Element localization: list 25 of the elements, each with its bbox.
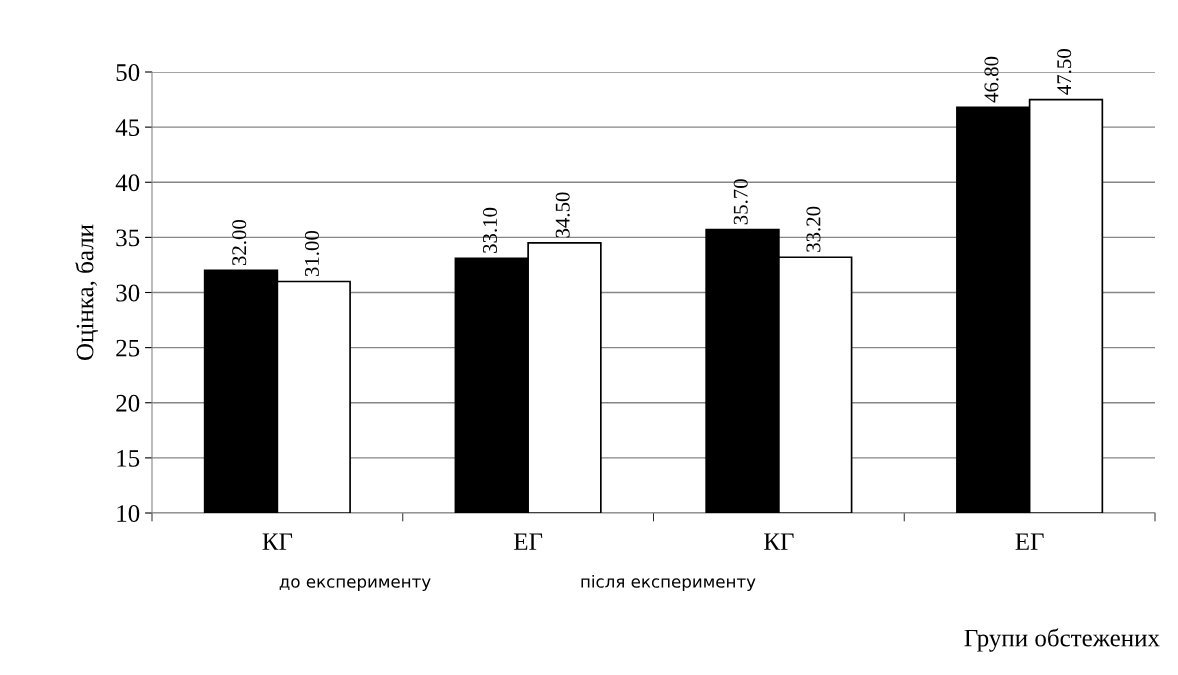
text: після експерименту: [581, 574, 756, 592]
data-label: 31.00: [304, 230, 320, 277]
x-tick-label: КГ: [764, 533, 794, 550]
y-tick-label: 20: [116, 394, 140, 412]
y-tick-label: 45: [115, 119, 140, 137]
x-tick-label: ЕГ: [513, 533, 543, 550]
y-axis-title: Оцінка, бали: [75, 224, 99, 360]
data-label: 34.50: [555, 192, 570, 238]
x-axis-title: Групи обстежених: [964, 628, 1160, 652]
text: до експерименту: [279, 578, 431, 592]
y-tick-label: 25: [116, 339, 140, 357]
y-tick-label: 15: [117, 450, 140, 467]
data-label: 32.00: [232, 219, 247, 266]
y-tick-label: 40: [115, 174, 140, 192]
data-label: 46.80: [984, 56, 999, 103]
y-tick-label: 50: [116, 64, 140, 81]
data-label: 33.20: [806, 206, 821, 252]
y-tick-label: 30: [116, 284, 140, 302]
y-tick-label: 10: [117, 505, 140, 522]
data-label: 33.10: [482, 207, 498, 253]
x-tick-label: ЕГ: [1015, 533, 1044, 550]
data-label: 35.70: [733, 179, 748, 225]
x-tick-label: КГ: [262, 533, 293, 550]
data-label: 47.50: [1057, 49, 1072, 95]
y-tick-label: 35: [116, 229, 140, 247]
